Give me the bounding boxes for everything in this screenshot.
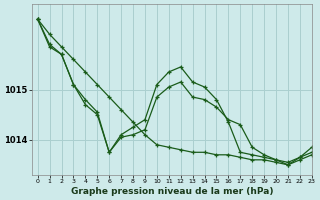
- X-axis label: Graphe pression niveau de la mer (hPa): Graphe pression niveau de la mer (hPa): [70, 187, 273, 196]
